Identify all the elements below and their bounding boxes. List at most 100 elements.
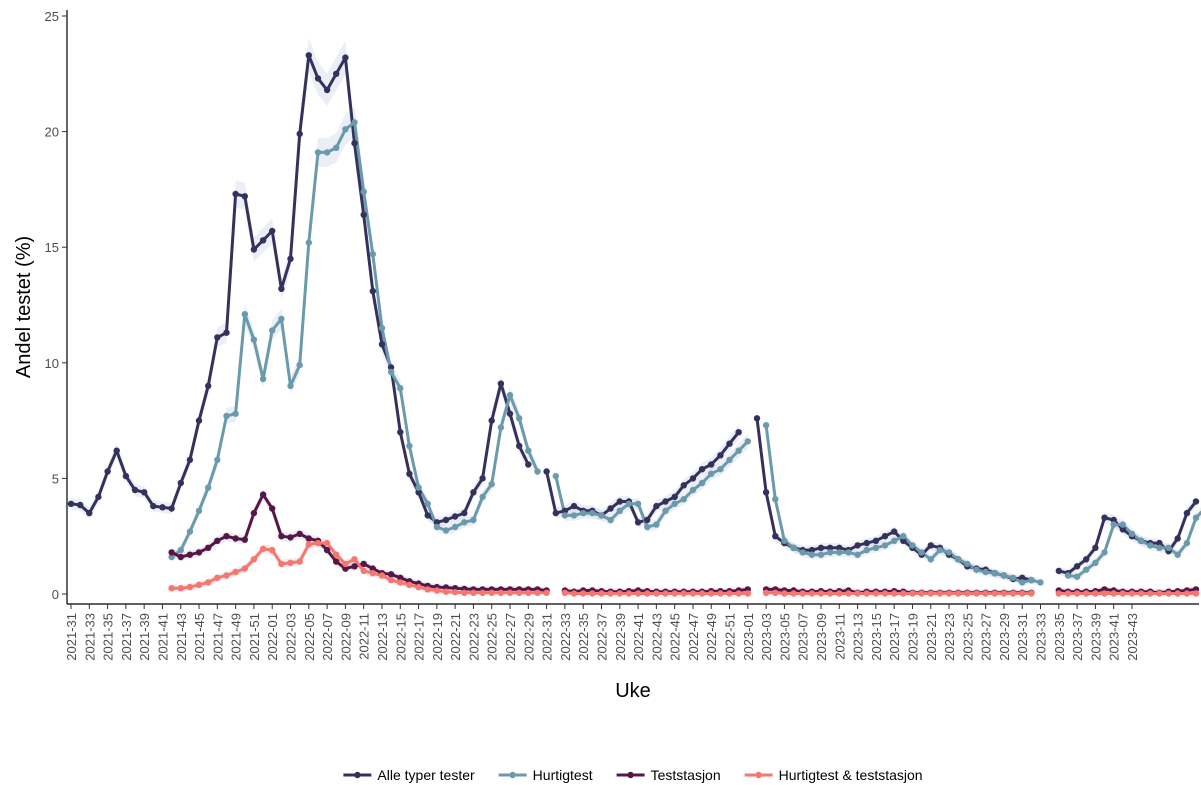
data-point-hurtigtest — [772, 496, 779, 503]
data-point-teststasjon — [195, 549, 203, 556]
series-points — [67, 52, 1200, 597]
data-point-hurtigtest — [900, 533, 907, 540]
data-point-hurtigtest — [415, 484, 422, 491]
data-point-teststasjon — [186, 551, 194, 558]
data-point-hurtigtest-teststasjon — [872, 590, 880, 597]
data-point-alle-typer-tester — [122, 472, 130, 480]
data-point-alle-typer-tester — [232, 190, 239, 198]
data-point-alle-typer-tester — [1019, 574, 1026, 581]
data-point-alle-typer-tester — [525, 461, 532, 468]
x-tick-label: 2022-11 — [357, 613, 372, 660]
data-point-hurtigtest-teststasjon — [360, 567, 367, 575]
data-point-hurtigtest-teststasjon — [241, 565, 248, 572]
x-tick-label: 2023-35 — [1052, 613, 1067, 661]
data-point-hurtigtest — [232, 410, 239, 417]
series-line-alle-typer-tester — [70, 53, 530, 524]
data-point-hurtigtest-teststasjon — [314, 539, 322, 547]
data-point-alle-typer-tester — [406, 470, 413, 477]
data-point-hurtigtest-teststasjon — [378, 572, 386, 579]
data-point-hurtigtest-teststasjon — [955, 590, 962, 597]
data-point-alle-typer-tester — [1192, 498, 1200, 505]
data-point-hurtigtest — [644, 523, 651, 531]
data-point-hurtigtest-teststasjon — [1165, 590, 1172, 597]
x-tick-label: 2022-35 — [576, 613, 591, 661]
data-point-alle-typer-tester — [433, 519, 441, 526]
series-line-alle-typer-tester — [1058, 500, 1198, 575]
data-point-alle-typer-tester — [195, 417, 203, 424]
x-tick-label: 2023-43 — [1125, 613, 1140, 661]
data-point-hurtigtest — [973, 566, 980, 573]
data-point-hurtigtest — [598, 512, 605, 519]
data-point-alle-typer-tester — [479, 475, 486, 482]
data-point-teststasjon — [397, 574, 404, 581]
data-point-alle-typer-tester — [872, 537, 880, 544]
data-point-hurtigtest — [945, 549, 953, 556]
x-tick-label: 2022-27 — [503, 613, 518, 661]
x-tick-label: 2022-31 — [540, 613, 555, 661]
data-point-hurtigtest — [918, 549, 925, 556]
legend-label-alle-typer-tester: Alle typer tester — [377, 767, 475, 783]
x-tick-label: 2021-45 — [192, 613, 207, 661]
x-tick-label: 2022-41 — [631, 613, 646, 661]
data-point-hurtigtest — [1137, 537, 1145, 544]
confidence-band — [546, 424, 739, 528]
data-point-hurtigtest-teststasjon — [177, 585, 184, 592]
data-point-hurtigtest — [982, 568, 989, 576]
x-tick-label: 2023-25 — [960, 613, 975, 661]
x-tick-label: 2023-27 — [979, 613, 994, 661]
data-point-hurtigtest — [1128, 530, 1136, 538]
data-point-hurtigtest-teststasjon — [717, 590, 724, 597]
data-point-alle-typer-tester — [708, 461, 715, 468]
y-tick-label: 20 — [45, 125, 59, 140]
data-point-hurtigtest-teststasjon — [305, 541, 312, 548]
data-point-hurtigtest-teststasjon — [406, 581, 413, 588]
data-point-hurtigtest-teststasjon — [451, 589, 459, 596]
data-point-hurtigtest-teststasjon — [323, 539, 331, 547]
data-point-hurtigtest — [186, 528, 194, 535]
data-point-hurtigtest-teststasjon — [1174, 590, 1181, 597]
data-point-hurtigtest — [488, 481, 495, 488]
data-point-hurtigtest — [305, 239, 312, 246]
data-point-alle-typer-tester — [223, 329, 230, 336]
data-point-hurtigtest-teststasjon — [644, 590, 651, 597]
x-tick-label: 2022-19 — [430, 613, 445, 661]
x-tick-label: 2022-21 — [448, 613, 463, 661]
series-line-alle-typer-tester — [755, 418, 1032, 582]
data-point-hurtigtest-teststasjon — [186, 583, 194, 591]
data-point-alle-typer-tester — [680, 482, 687, 489]
data-point-hurtigtest-teststasjon — [516, 589, 523, 596]
data-point-hurtigtest — [836, 549, 843, 556]
data-point-alle-typer-tester — [1092, 544, 1099, 551]
data-point-alle-typer-tester — [836, 544, 843, 551]
data-point-alle-typer-tester — [607, 505, 614, 512]
data-point-hurtigtest-teststasjon — [1028, 590, 1035, 597]
data-point-alle-typer-tester — [653, 502, 660, 510]
data-point-hurtigtest — [525, 447, 532, 454]
data-point-alle-typer-tester — [726, 440, 733, 447]
data-point-alle-typer-tester — [351, 140, 358, 147]
data-point-hurtigtest — [387, 368, 395, 376]
x-tick-label: 2021-39 — [137, 613, 152, 661]
data-point-hurtigtest — [881, 542, 889, 549]
data-point-hurtigtest-teststasjon — [625, 590, 633, 597]
y-tick-label: 25 — [45, 9, 59, 24]
legend-marker-teststasjon — [627, 771, 634, 779]
x-tick-label: 2023-07 — [796, 613, 811, 661]
data-point-alle-typer-tester — [616, 498, 623, 505]
legend-label-hurtigtest-teststasjon: Hurtigtest & teststasjon — [779, 767, 923, 783]
data-point-teststasjon — [360, 560, 367, 568]
x-tick-label: 2022-09 — [338, 613, 353, 661]
y-tick-label: 10 — [45, 356, 59, 371]
x-tick-label: 2022-29 — [521, 613, 536, 661]
data-point-hurtigtest-teststasjon — [607, 590, 614, 597]
data-point-hurtigtest — [854, 551, 861, 558]
x-tick-label: 2023-21 — [924, 613, 939, 661]
data-point-alle-typer-tester — [424, 512, 431, 519]
data-point-alle-typer-tester — [250, 246, 258, 253]
x-tick-label: 2021-41 — [156, 613, 171, 661]
data-point-teststasjon — [241, 536, 248, 543]
data-point-hurtigtest-teststasjon — [1092, 590, 1099, 597]
data-point-hurtigtest-teststasjon — [817, 590, 825, 597]
data-point-hurtigtest — [195, 507, 203, 514]
data-point-hurtigtest-teststasjon — [506, 589, 514, 596]
